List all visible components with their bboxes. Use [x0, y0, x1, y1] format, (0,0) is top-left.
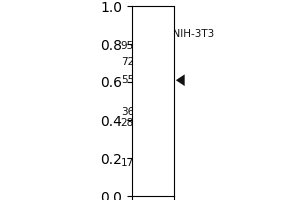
Text: 55: 55 [121, 75, 134, 85]
Bar [140, 29, 172, 175]
Point [154, 60, 159, 63]
Polygon shape [176, 74, 185, 86]
Text: 95: 95 [121, 41, 134, 51]
Text: 28: 28 [121, 118, 134, 128]
Point [152, 116, 157, 119]
Text: 17: 17 [121, 158, 134, 168]
Text: m.NIH-3T3: m.NIH-3T3 [159, 29, 214, 39]
Point [154, 79, 158, 82]
Text: 36: 36 [121, 107, 134, 117]
Text: 72: 72 [121, 57, 134, 67]
